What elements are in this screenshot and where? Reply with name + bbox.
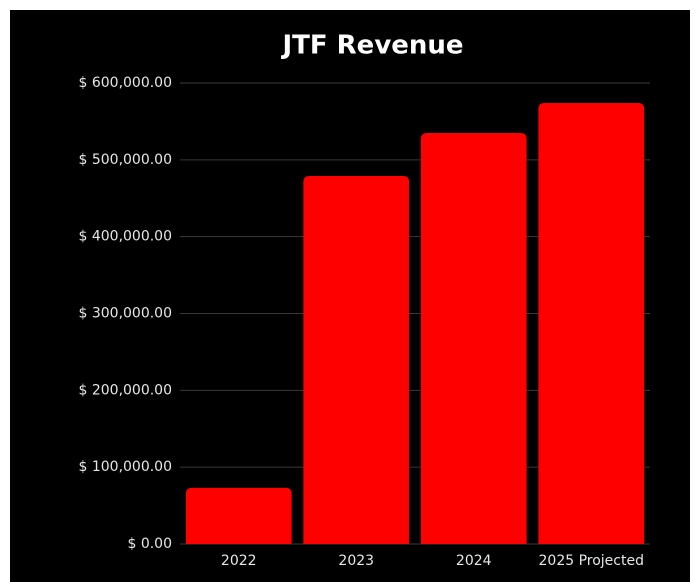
bar (185, 487, 292, 544)
y-tick-label: $ 400,000.00 (78, 229, 172, 245)
bar (303, 175, 410, 545)
bar (420, 132, 527, 545)
y-tick-label: $ 300,000.00 (78, 306, 172, 322)
x-tick-label: 2024 (456, 553, 492, 569)
y-tick-label: $ 200,000.00 (78, 382, 172, 398)
x-tick-label: 2022 (221, 553, 257, 569)
x-tick-label: 2023 (338, 553, 374, 569)
y-tick-label: $ 600,000.00 (78, 75, 172, 91)
y-tick-label: $ 100,000.00 (78, 459, 172, 475)
y-tick-label: $ 500,000.00 (78, 152, 172, 168)
bar (538, 102, 645, 544)
y-tick-label: $ 0.00 (127, 536, 172, 552)
x-tick-label: 2025 Projected (539, 553, 644, 569)
chart-title: JTF Revenue (280, 31, 463, 61)
